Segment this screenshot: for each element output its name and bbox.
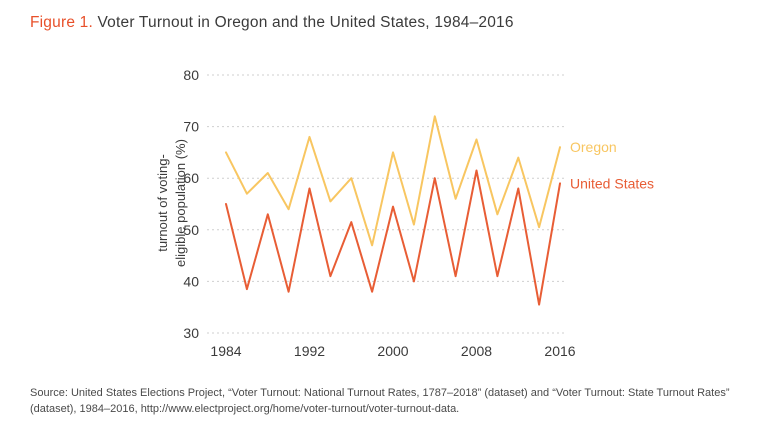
x-tick-label-1992: 1992 (294, 343, 325, 359)
y-tick-label-50: 50 (183, 222, 199, 238)
y-axis-label-line1: turnout of voting- (154, 154, 170, 252)
legend-label-united-states: United States (570, 175, 654, 191)
y-tick-label-80: 80 (183, 67, 199, 83)
figure-number: Figure 1. (30, 14, 93, 31)
series-line-oregon (225, 115, 561, 247)
source-note: Source: United States Elections Project,… (30, 387, 730, 415)
y-tick-label-70: 70 (183, 119, 199, 135)
x-tick-label-2000: 2000 (377, 343, 408, 359)
x-tick-label-2016: 2016 (544, 343, 575, 359)
y-tick-label-60: 60 (183, 170, 199, 186)
figure-title-text: Voter Turnout in Oregon and the United S… (97, 14, 514, 31)
y-axis-label-line2: eligible population (%) (173, 139, 188, 267)
series-line-united-states (225, 169, 561, 306)
y-tick-label-30: 30 (183, 325, 199, 341)
legend-label-oregon: Oregon (570, 139, 617, 155)
x-tick-label-1984: 1984 (210, 343, 241, 359)
x-tick-label-2008: 2008 (461, 343, 492, 359)
y-tick-label-40: 40 (183, 273, 199, 289)
y-axis-label: turnout of voting- eligible population (… (154, 139, 190, 267)
figure-title: Figure 1. Voter Turnout in Oregon and th… (30, 14, 514, 32)
